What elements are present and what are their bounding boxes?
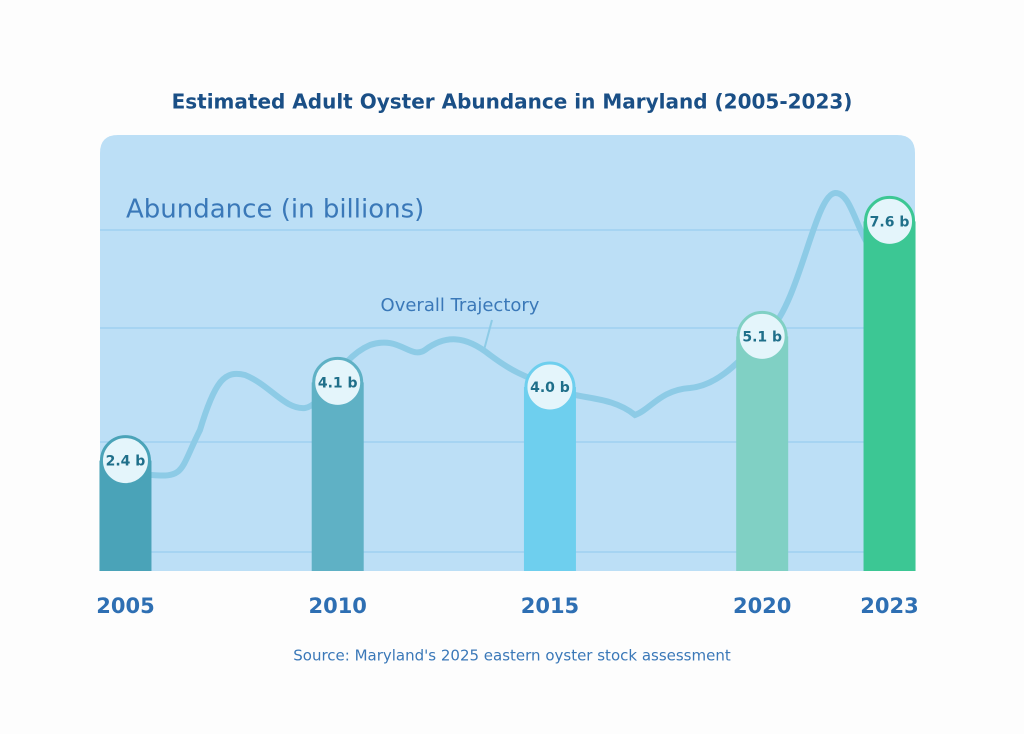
value-badge [524,361,576,413]
value-label: 7.6 b [870,214,910,230]
x-tick-label: 2005 [96,594,154,618]
value-label: 5.1 b [742,329,782,345]
plot-panel [100,135,915,571]
bar [311,382,364,571]
value-badge [736,310,788,362]
value-badge [864,195,916,247]
chart-title: Estimated Adult Oyster Abundance in Mary… [172,90,853,114]
bar [863,221,916,571]
x-tick-label: 2023 [860,594,918,618]
y-axis-label: Abundance (in billions) [126,195,424,225]
x-tick-label: 2015 [521,594,579,618]
source: Source: Maryland's 2025 eastern oyster s… [293,647,731,665]
x-tick-label: 2010 [308,594,366,618]
x-tick-label: 2020 [733,594,791,618]
value-badge [99,435,151,487]
value-label: 4.1 b [318,375,358,391]
annotation-leader [483,319,493,351]
value-badge [312,356,364,408]
bar [736,336,789,571]
annotation: Overall Trajectory [381,295,540,316]
bar [523,387,576,571]
value-label: 4.0 b [530,380,570,396]
value-label: 2.4 b [106,454,146,470]
